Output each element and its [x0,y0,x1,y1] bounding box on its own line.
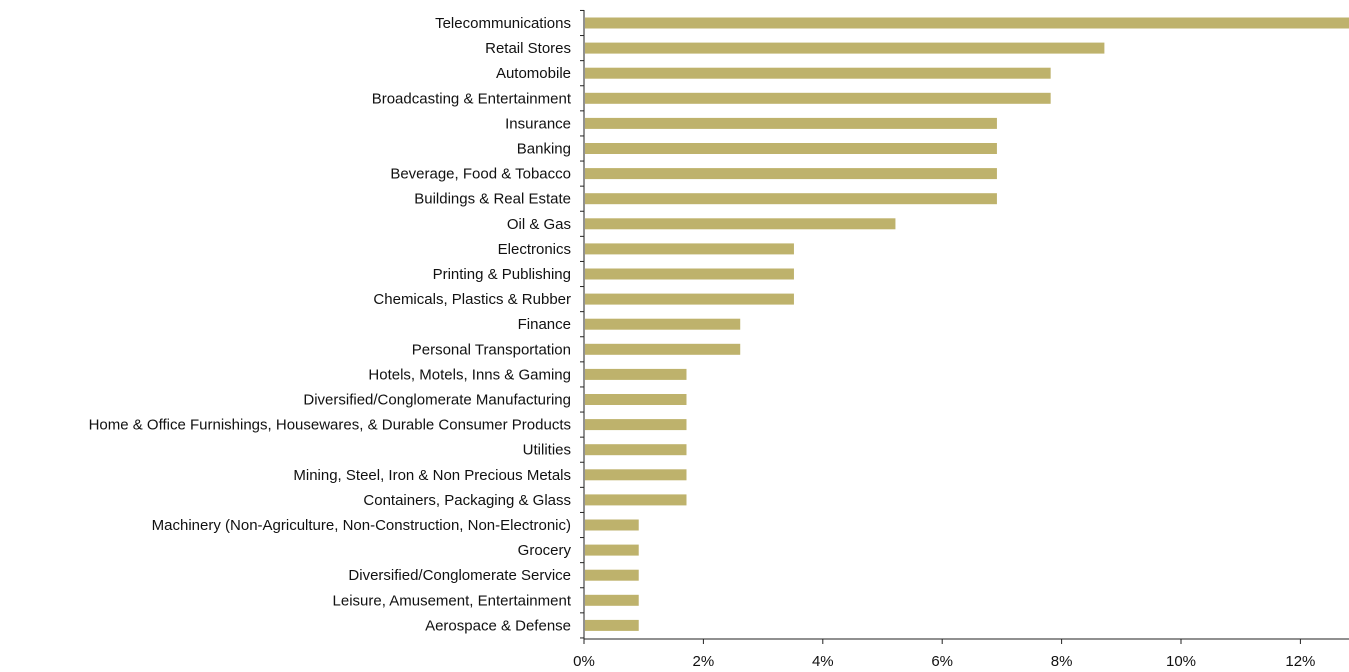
bar [585,117,997,129]
category-label: Oil & Gas [507,216,571,233]
category-label: Machinery (Non-Agriculture, Non-Construc… [152,517,571,534]
category-label: Chemicals, Plastics & Rubber [373,291,571,308]
bar [585,243,794,255]
bar [585,519,639,531]
category-label: Banking [517,141,571,158]
bar [585,544,639,556]
bar [585,569,639,581]
category-label: Grocery [518,542,572,559]
category-label: Diversified/Conglomerate Service [348,567,571,584]
category-label: Hotels, Motels, Inns & Gaming [368,366,571,383]
category-label: Printing & Publishing [433,266,571,283]
category-label: Automobile [496,65,571,82]
bar [585,394,687,405]
bar [585,143,997,154]
category-label: Finance [518,316,571,333]
bar [585,318,741,330]
category-label: Electronics [498,241,571,258]
x-tick-label: 10% [1166,653,1196,670]
bar [585,619,639,631]
bar [585,368,687,380]
x-tick-label: 6% [931,653,953,670]
category-label: Beverage, Food & Tobacco [390,166,571,183]
category-label: Telecommunications [435,15,571,32]
bar [585,293,794,305]
x-tick-label: 12% [1285,653,1315,670]
category-label: Mining, Steel, Iron & Non Precious Metal… [293,467,571,484]
bar [585,218,896,230]
category-label: Home & Office Furnishings, Housewares, &… [89,417,571,434]
category-label: Insurance [505,115,571,132]
category-label: Buildings & Real Estate [414,191,571,208]
category-label: Containers, Packaging & Glass [363,492,571,509]
bar [585,469,687,481]
bar [585,17,1349,29]
bar [585,494,687,506]
bar [585,343,741,355]
x-tick-label: 8% [1051,653,1073,670]
bar [585,193,997,205]
bar [585,444,687,456]
bar [585,42,1105,54]
x-tick-label: 2% [693,653,715,670]
bar [585,168,997,180]
category-label: Aerospace & Defense [425,617,571,634]
category-label: Diversified/Conglomerate Manufacturing [303,392,571,409]
category-label: Leisure, Amusement, Entertainment [333,592,572,609]
category-label: Utilities [523,442,571,459]
bar [585,67,1051,79]
bar [585,594,639,606]
x-tick-label: 0% [573,653,595,670]
category-label: Broadcasting & Entertainment [372,90,572,107]
bar [585,268,794,280]
category-label: Retail Stores [485,40,571,57]
x-tick-label: 4% [812,653,834,670]
category-label: Personal Transportation [412,341,571,358]
bar [585,419,687,431]
bar [585,92,1051,104]
